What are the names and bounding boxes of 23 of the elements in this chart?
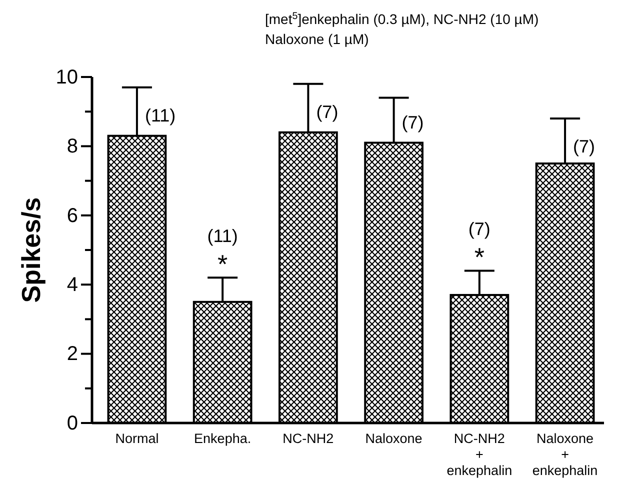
annotation: (7) [402, 112, 424, 132]
y-tick-label: 6 [66, 204, 78, 227]
y-axis-title: Spikes/s [16, 197, 46, 303]
chart-title: [met$^{5}$]enkephalin (0.3 µM), NC-NH2 (10 µM) [265, 10, 539, 27]
annotation: (7) [468, 219, 490, 240]
annotation: (11) [144, 105, 176, 126]
y-tick-label: 4 [66, 274, 78, 296]
x-tick-label: NC-NH2 [282, 431, 334, 446]
x-tick-label: Enkepha. [194, 431, 252, 446]
annotation: * [218, 248, 228, 279]
y-tick-label: 0 [66, 412, 78, 434]
annotation: * [474, 242, 484, 272]
x-tick-label: Naloxone + enkephalin [532, 431, 598, 478]
y-tick-label: 2 [66, 343, 78, 366]
x-tick-label: NC-NH2 + enkephalin [446, 431, 512, 478]
x-tick-label: Normal [115, 431, 159, 446]
annotation: (7) [573, 136, 596, 156]
y-tick-label: 10 [56, 66, 78, 88]
annotation: (7) [316, 102, 338, 122]
y-tick-label: 8 [66, 136, 78, 158]
x-tick-label: Naloxone [365, 431, 422, 446]
annotation: (11) [207, 226, 238, 246]
chart-subtitle: Naloxone (1 µM) [265, 31, 369, 47]
